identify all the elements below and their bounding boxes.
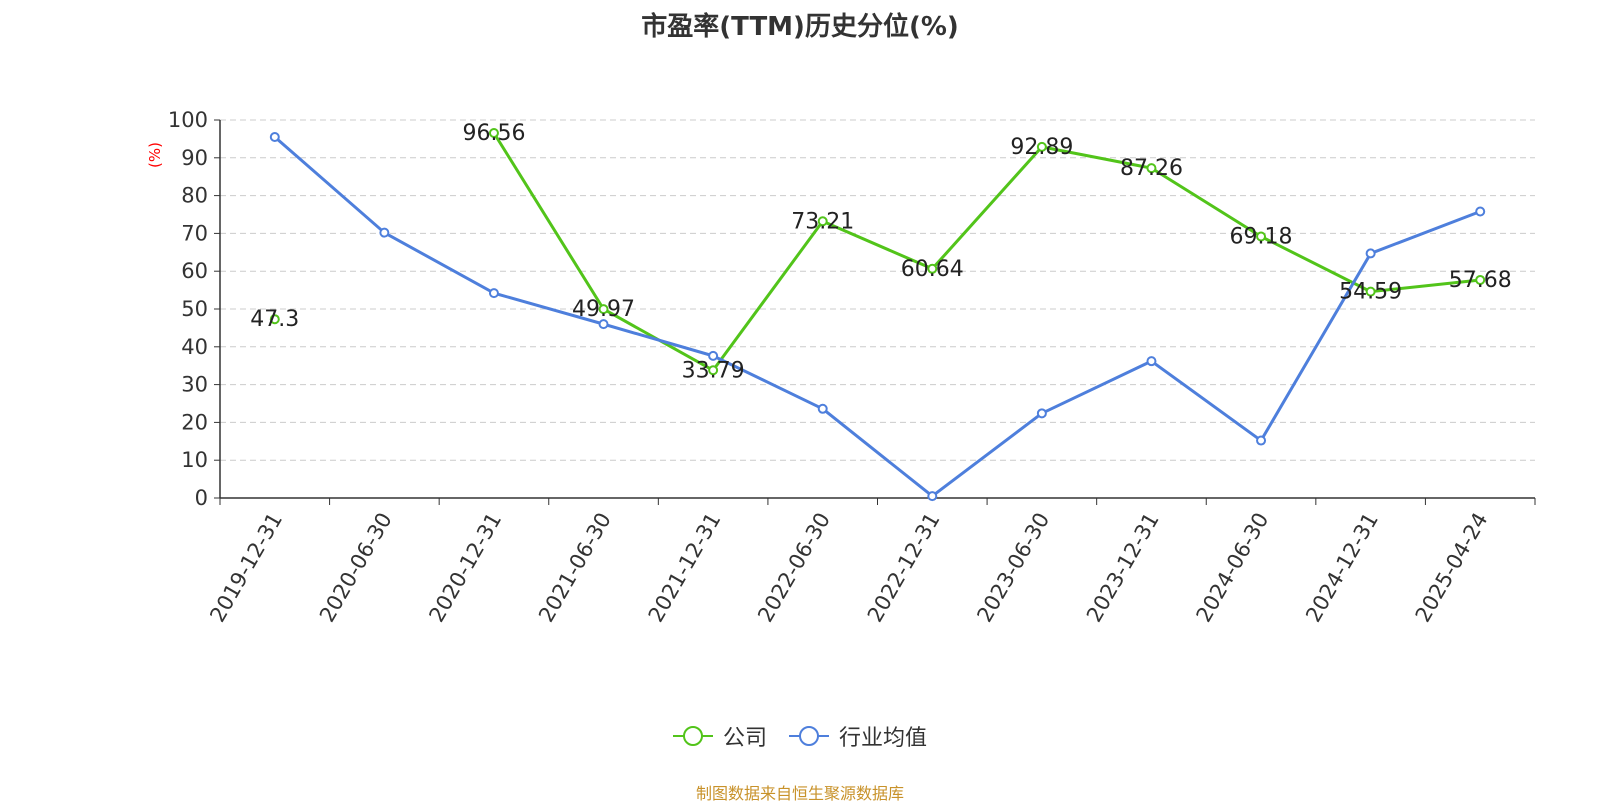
data-label: 73.21 — [791, 209, 854, 234]
y-tick-label: 70 — [181, 221, 208, 245]
x-tick-label: 2021-06-30 — [534, 509, 616, 627]
data-label: 96.56 — [462, 121, 525, 146]
data-point-1 — [1256, 435, 1267, 446]
y-tick-label: 0 — [195, 486, 208, 510]
legend-item-industry-avg[interactable]: 行业均值 — [789, 720, 927, 752]
series-lines — [273, 132, 1481, 498]
x-tick-label: 2021-12-31 — [644, 509, 726, 627]
data-point-1 — [269, 132, 280, 143]
data-point-1 — [379, 227, 390, 238]
data-point-1 — [488, 288, 499, 299]
data-point-0 — [817, 216, 828, 227]
data-point-0 — [1475, 274, 1486, 285]
data-label: 87.26 — [1120, 156, 1183, 181]
x-tick-label: 2020-12-31 — [424, 509, 506, 627]
data-point-1 — [817, 403, 828, 414]
x-tick-label: 2020-06-30 — [315, 509, 397, 627]
data-point-1 — [1475, 206, 1486, 217]
y-tick-label: 40 — [181, 335, 208, 359]
y-tick-label: 80 — [181, 184, 208, 208]
y-tick-label: 60 — [181, 259, 208, 283]
data-point-1 — [1036, 408, 1047, 419]
x-tick-label: 2024-06-30 — [1192, 509, 1274, 627]
grid-lines — [220, 119, 1535, 461]
y-tick-label: 10 — [181, 448, 208, 472]
source-note: 制图数据来自恒生聚源数据库 — [695, 784, 904, 803]
series-line-1 — [273, 135, 1481, 498]
x-tick-label: 2025-04-24 — [1411, 509, 1493, 627]
data-labels: 47.3 96.56 49.97 33.79 73.21 60.64 92.89 87.26 6… — [250, 121, 1511, 383]
data-label: 92.89 — [1010, 135, 1073, 160]
legend-label-company: 公司 — [722, 726, 767, 751]
data-point-1 — [1146, 356, 1157, 367]
data-point-1 — [708, 350, 719, 361]
y-tick-label: 90 — [181, 146, 208, 170]
x-tick-label: 2023-06-30 — [972, 509, 1054, 627]
data-point-0 — [927, 263, 938, 274]
legend-company-marker-icon — [672, 726, 713, 746]
y-tick-label: 30 — [181, 373, 208, 397]
data-point-0 — [1256, 231, 1267, 242]
data-label: 47.3 — [250, 307, 299, 332]
data-label: 54.59 — [1339, 280, 1402, 305]
x-tick-label: 2022-06-30 — [753, 509, 835, 627]
legend: 公司 行业均值 — [0, 720, 1600, 752]
data-point-0 — [269, 314, 280, 325]
data-point-0 — [708, 365, 719, 376]
x-tick-label: 2023-12-31 — [1082, 509, 1164, 627]
legend-industry-marker-icon — [789, 726, 829, 746]
x-tick-label: 2024-12-31 — [1301, 509, 1383, 627]
data-point-1 — [1365, 248, 1376, 259]
data-points — [269, 128, 1486, 502]
x-tick-label: 2019-12-31 — [205, 509, 287, 627]
y-tick-label: 50 — [181, 297, 208, 321]
data-point-0 — [1146, 163, 1157, 174]
data-label: 33.79 — [682, 358, 745, 383]
data-point-0 — [1036, 141, 1047, 152]
legend-label-industry-avg: 行业均值 — [839, 726, 928, 751]
data-label: 57.68 — [1449, 268, 1512, 293]
legend-item-company[interactable]: 公司 — [672, 720, 767, 752]
data-point-1 — [927, 491, 938, 502]
data-point-1 — [598, 319, 609, 330]
x-tick-label: 2022-12-31 — [863, 509, 945, 627]
y-axis-label: (%) — [146, 142, 164, 168]
axes: 0 10 20 30 40 50 60 70 80 90 100(%) 2019-12-31 2020-… — [146, 108, 1536, 627]
data-point-0 — [488, 128, 499, 139]
y-tick-label: 20 — [181, 410, 208, 434]
chart-title: 市盈率(TTM)历史分位(%) — [641, 12, 959, 42]
data-label: 49.97 — [572, 297, 635, 322]
y-tick-label: 100 — [168, 108, 208, 132]
data-point-0 — [598, 304, 609, 315]
data-label: 69.18 — [1230, 224, 1293, 249]
data-label: 60.64 — [901, 257, 964, 282]
data-point-0 — [1365, 286, 1376, 297]
